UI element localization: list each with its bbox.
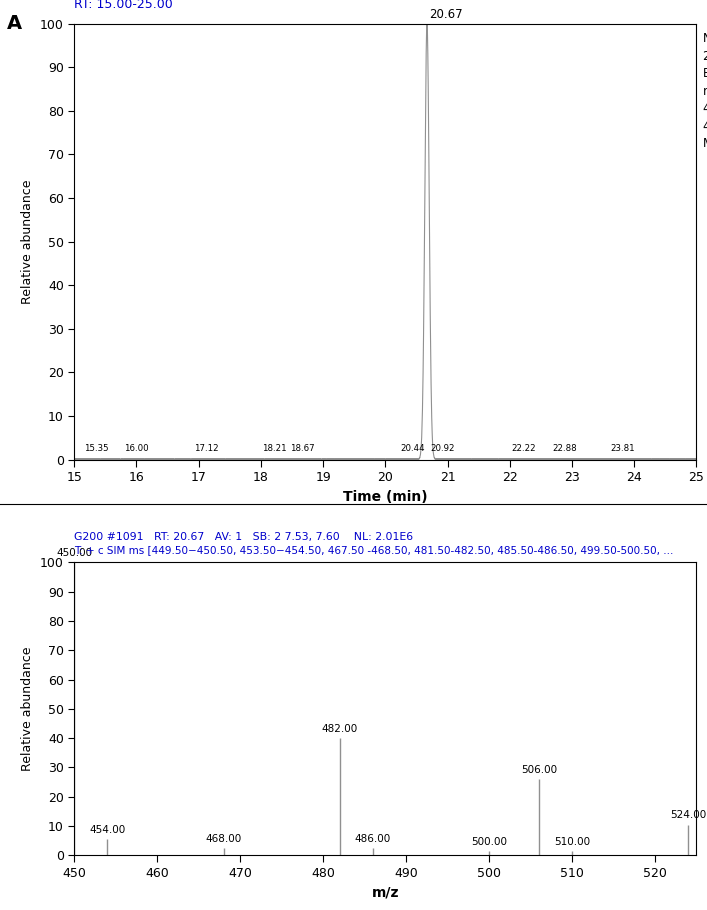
Text: A: A (7, 14, 22, 33)
Text: 18.67: 18.67 (291, 444, 315, 453)
Text: NL:
2.02E6
Base peak
m/z=
449.50-
450.50 F:
MS G200: NL: 2.02E6 Base peak m/z= 449.50- 450.50… (703, 33, 707, 150)
Text: 17.12: 17.12 (194, 444, 218, 453)
Text: 454.00: 454.00 (89, 824, 126, 834)
Text: RT: 15.00-25.00: RT: 15.00-25.00 (74, 0, 173, 11)
Text: 486.00: 486.00 (355, 834, 391, 844)
Text: T: + c SIM ms [449.50−450.50, 453.50−454.50, 467.50 -468.50, 481.50-482.50, 485.: T: + c SIM ms [449.50−450.50, 453.50−454… (74, 545, 674, 555)
Text: 22.88: 22.88 (552, 444, 577, 453)
Text: 18.21: 18.21 (262, 444, 286, 453)
Text: 500.00: 500.00 (471, 836, 507, 846)
Text: 15.35: 15.35 (83, 444, 108, 453)
Text: 524.00: 524.00 (670, 810, 706, 820)
Text: 20.67: 20.67 (429, 8, 463, 22)
X-axis label: Time (min): Time (min) (343, 490, 428, 504)
Y-axis label: Relative abundance: Relative abundance (21, 647, 35, 771)
Text: 450.00: 450.00 (56, 548, 93, 558)
Text: 506.00: 506.00 (521, 764, 557, 774)
Text: 22.22: 22.22 (511, 444, 536, 453)
Text: 20.92: 20.92 (431, 444, 455, 453)
Y-axis label: Relative abundance: Relative abundance (21, 179, 35, 304)
X-axis label: m/z: m/z (372, 885, 399, 900)
Text: 482.00: 482.00 (322, 723, 358, 733)
Text: 468.00: 468.00 (206, 834, 242, 844)
Text: 20.44: 20.44 (400, 444, 425, 453)
Text: 510.00: 510.00 (554, 836, 590, 846)
Text: G200 #1091   RT: 20.67   AV: 1   SB: 2 7.53, 7.60    NL: 2.01E6: G200 #1091 RT: 20.67 AV: 1 SB: 2 7.53, 7… (74, 532, 414, 542)
Text: 23.81: 23.81 (610, 444, 635, 453)
Text: 16.00: 16.00 (124, 444, 148, 453)
